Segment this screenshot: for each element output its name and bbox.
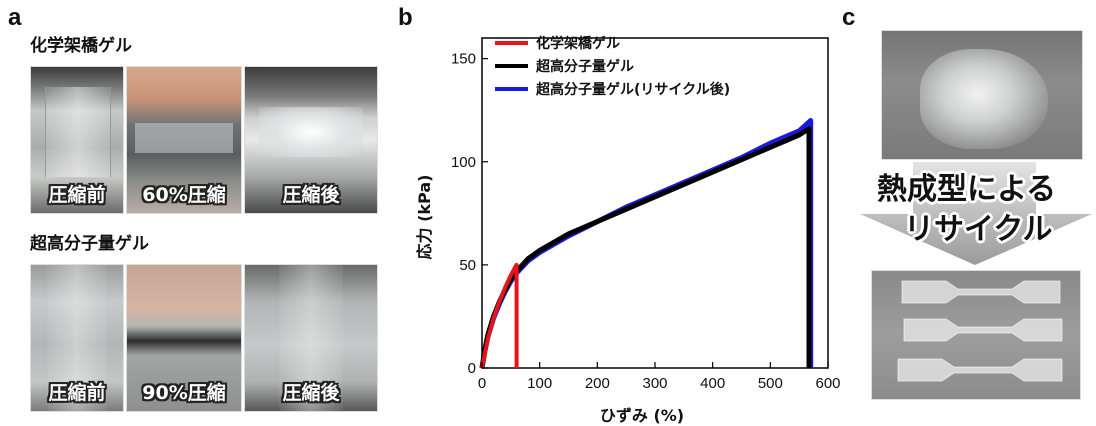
y-tick-label: 0 (468, 360, 476, 377)
gel-compressed (135, 123, 233, 153)
specimen-strips (897, 280, 1063, 382)
series-line-uhmw (479, 126, 812, 369)
specimen-strip (903, 318, 1063, 342)
gel-fragments (259, 107, 363, 157)
row2-title: 超高分子量ゲル (30, 234, 149, 254)
row1-title: 化学架橋ゲル (30, 36, 132, 56)
series-line-recycled (479, 118, 814, 369)
x-axis-label: ひずみ (%) (600, 406, 684, 425)
caption-chemical-compressed: 60%圧縮 (142, 184, 226, 206)
panel-label-a: a (8, 4, 22, 31)
x-tick-label: 400 (700, 375, 725, 392)
series-line-chemical (480, 262, 519, 369)
photo-recycled-specimens (871, 270, 1081, 400)
legend-label-uhmw: 超高分子量ゲル (535, 58, 634, 75)
tick-layer: 0 100 200 300 400 500 600 0 50 100 150 (451, 51, 840, 392)
specimen-strip (901, 280, 1061, 304)
x-tick-label: 0 (478, 375, 486, 392)
stress-strain-chart: 0 100 200 300 400 500 600 0 50 100 150 化学架橋ゲル 超高分子… (415, 35, 840, 425)
x-tick-label: 300 (642, 375, 667, 392)
panel-label-c: c (842, 4, 856, 31)
photo-gel-pieces (881, 30, 1083, 160)
x-tick-label: 200 (585, 375, 610, 392)
recycle-arrow-icon (860, 162, 1092, 265)
y-tick-label: 100 (451, 154, 476, 171)
y-tick-label: 150 (451, 51, 476, 68)
caption-uhmw-after: 圧縮後 (282, 382, 340, 404)
caption-uhmw-compressed: 90%圧縮 (142, 382, 226, 404)
recycle-text-line1: 熱成型による (877, 172, 1057, 207)
x-tick-label: 600 (815, 375, 840, 392)
legend-label-chemical: 化学架橋ゲル (536, 35, 620, 52)
photo-chemical-before: 圧縮前 (30, 66, 124, 214)
series-layer (479, 118, 814, 369)
gel-pile (920, 49, 1048, 149)
photo-chemical-after: 圧縮後 (244, 66, 378, 214)
y-axis-label: 応力 (kPa) (415, 175, 434, 260)
photo-uhmw-compressed: 90%圧縮 (126, 264, 242, 412)
caption-chemical-after: 圧縮後 (282, 184, 340, 206)
gel-cylinder (45, 87, 111, 177)
caption-uhmw-before: 圧縮前 (48, 382, 106, 404)
y-tick-label: 50 (459, 257, 476, 274)
x-tick-label: 500 (758, 375, 783, 392)
photo-uhmw-after: 圧縮後 (244, 264, 378, 412)
legend: 化学架橋ゲル 超高分子量ゲル 超高分子量ゲル(リサイクル後) (495, 35, 730, 98)
recycle-text-line2: リサイクル (904, 212, 1053, 247)
caption-chemical-before: 圧縮前 (48, 184, 106, 206)
legend-label-recycled: 超高分子量ゲル(リサイクル後) (535, 81, 730, 98)
x-tick-label: 100 (527, 375, 552, 392)
specimen-strip (897, 358, 1063, 382)
photo-uhmw-before: 圧縮前 (30, 264, 124, 412)
photo-chemical-compressed: 60%圧縮 (126, 66, 242, 214)
gel-cylinder (279, 265, 343, 411)
gel-cylinder (47, 265, 107, 411)
panel-label-b: b (398, 4, 413, 31)
